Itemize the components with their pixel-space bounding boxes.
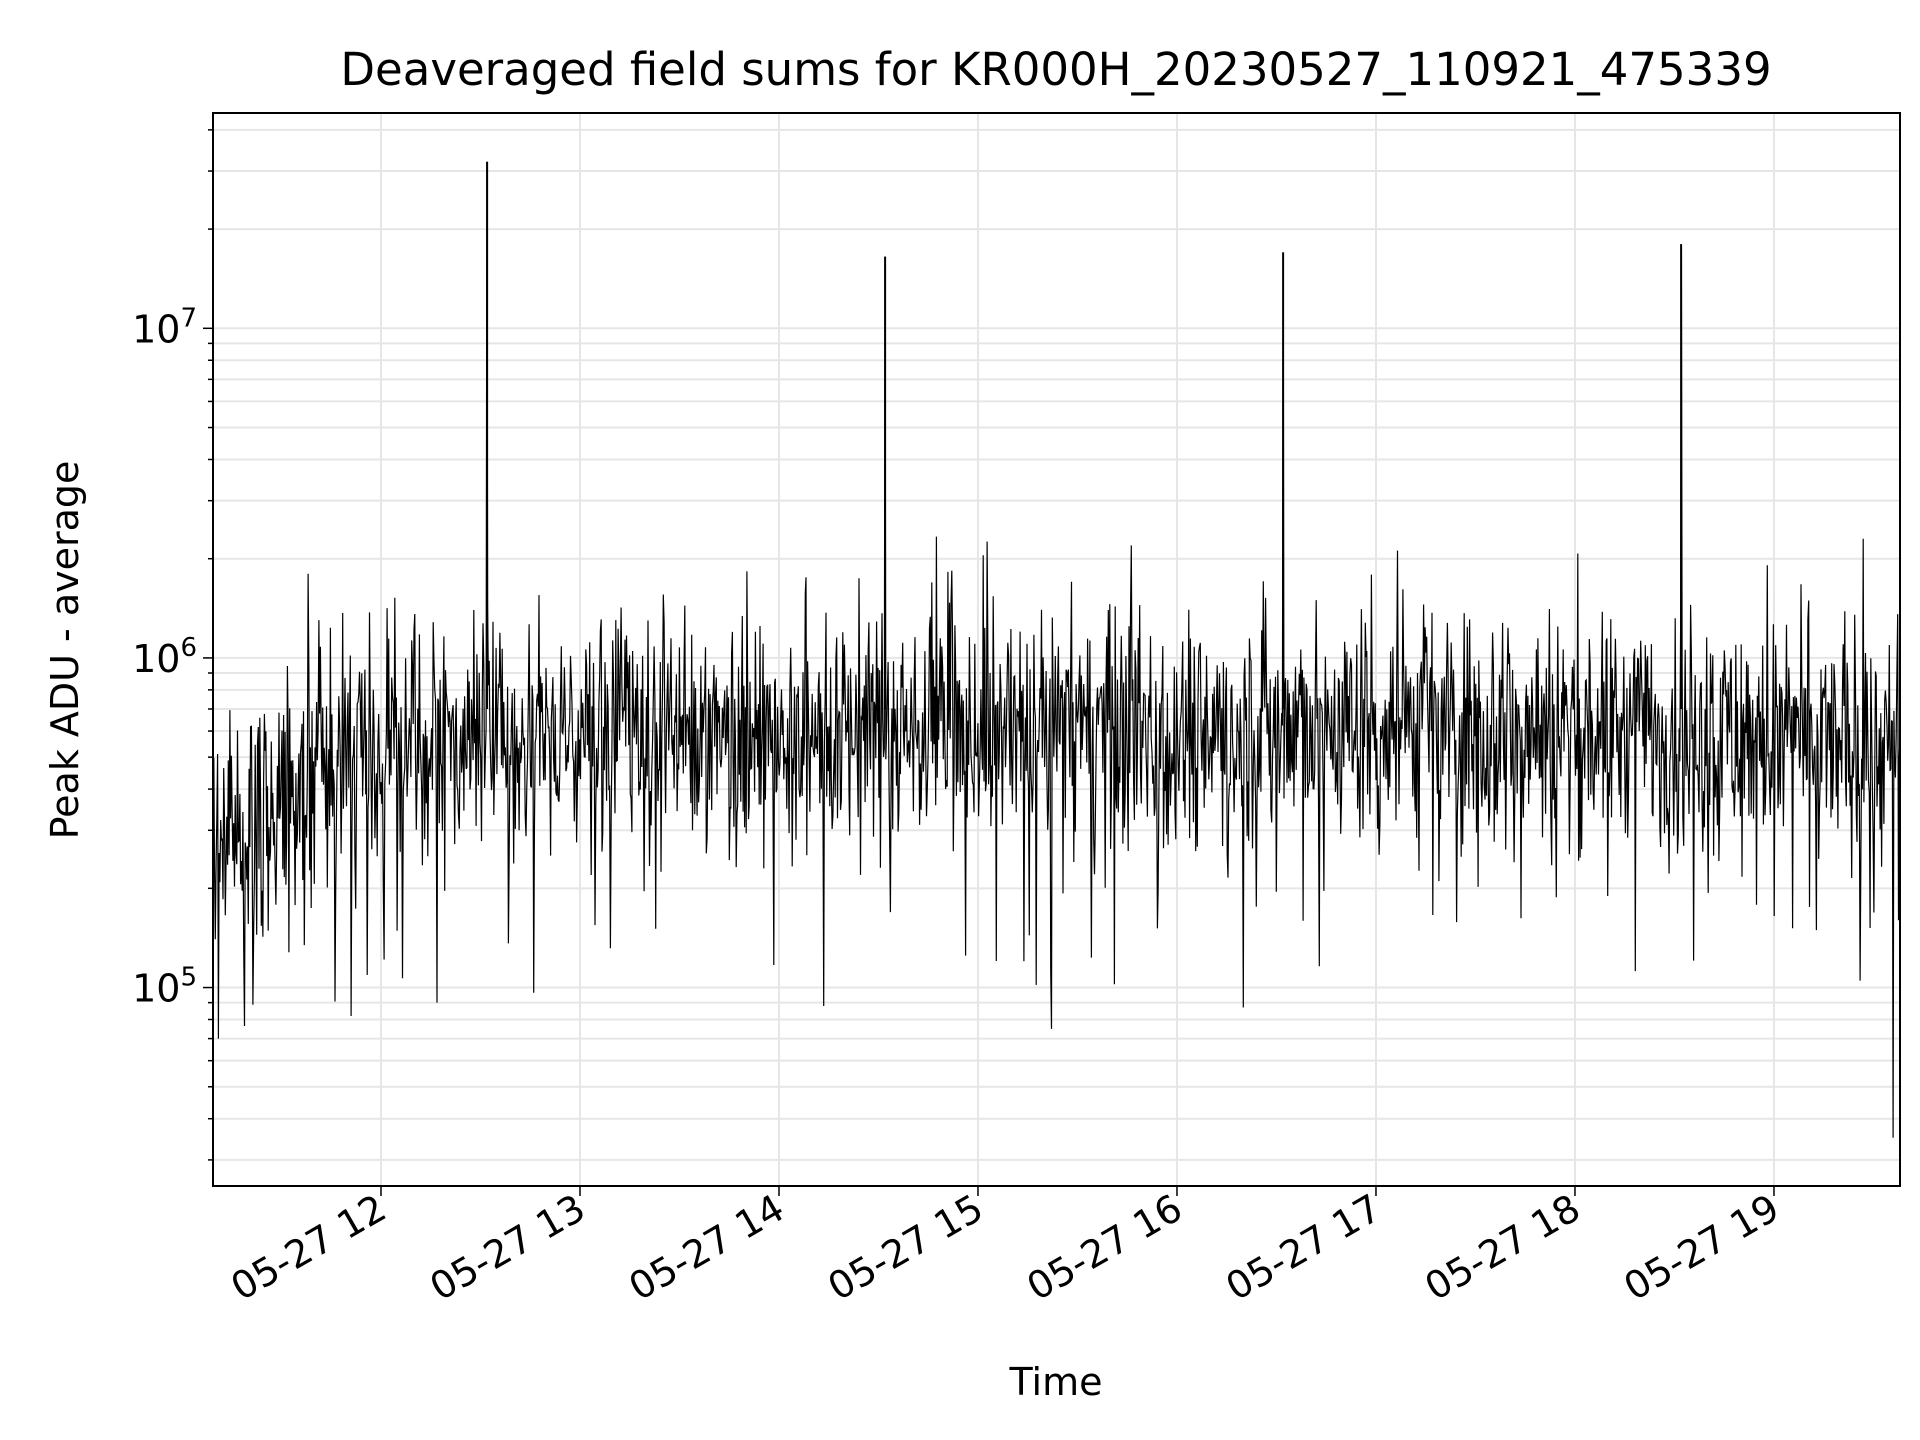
y-tick-label: 107 xyxy=(132,303,197,351)
plot-frame xyxy=(212,112,1901,1187)
chart-title: Deaveraged field sums for KR000H_2023052… xyxy=(340,43,1771,96)
y-axis-label: Peak ADU - average xyxy=(43,461,87,840)
series-line xyxy=(212,161,1901,1138)
x-axis-label: Time xyxy=(1009,1360,1103,1404)
series-layer xyxy=(212,161,1901,1138)
y-tick-label: 105 xyxy=(132,963,197,1011)
y-tick-label: 106 xyxy=(132,633,197,681)
